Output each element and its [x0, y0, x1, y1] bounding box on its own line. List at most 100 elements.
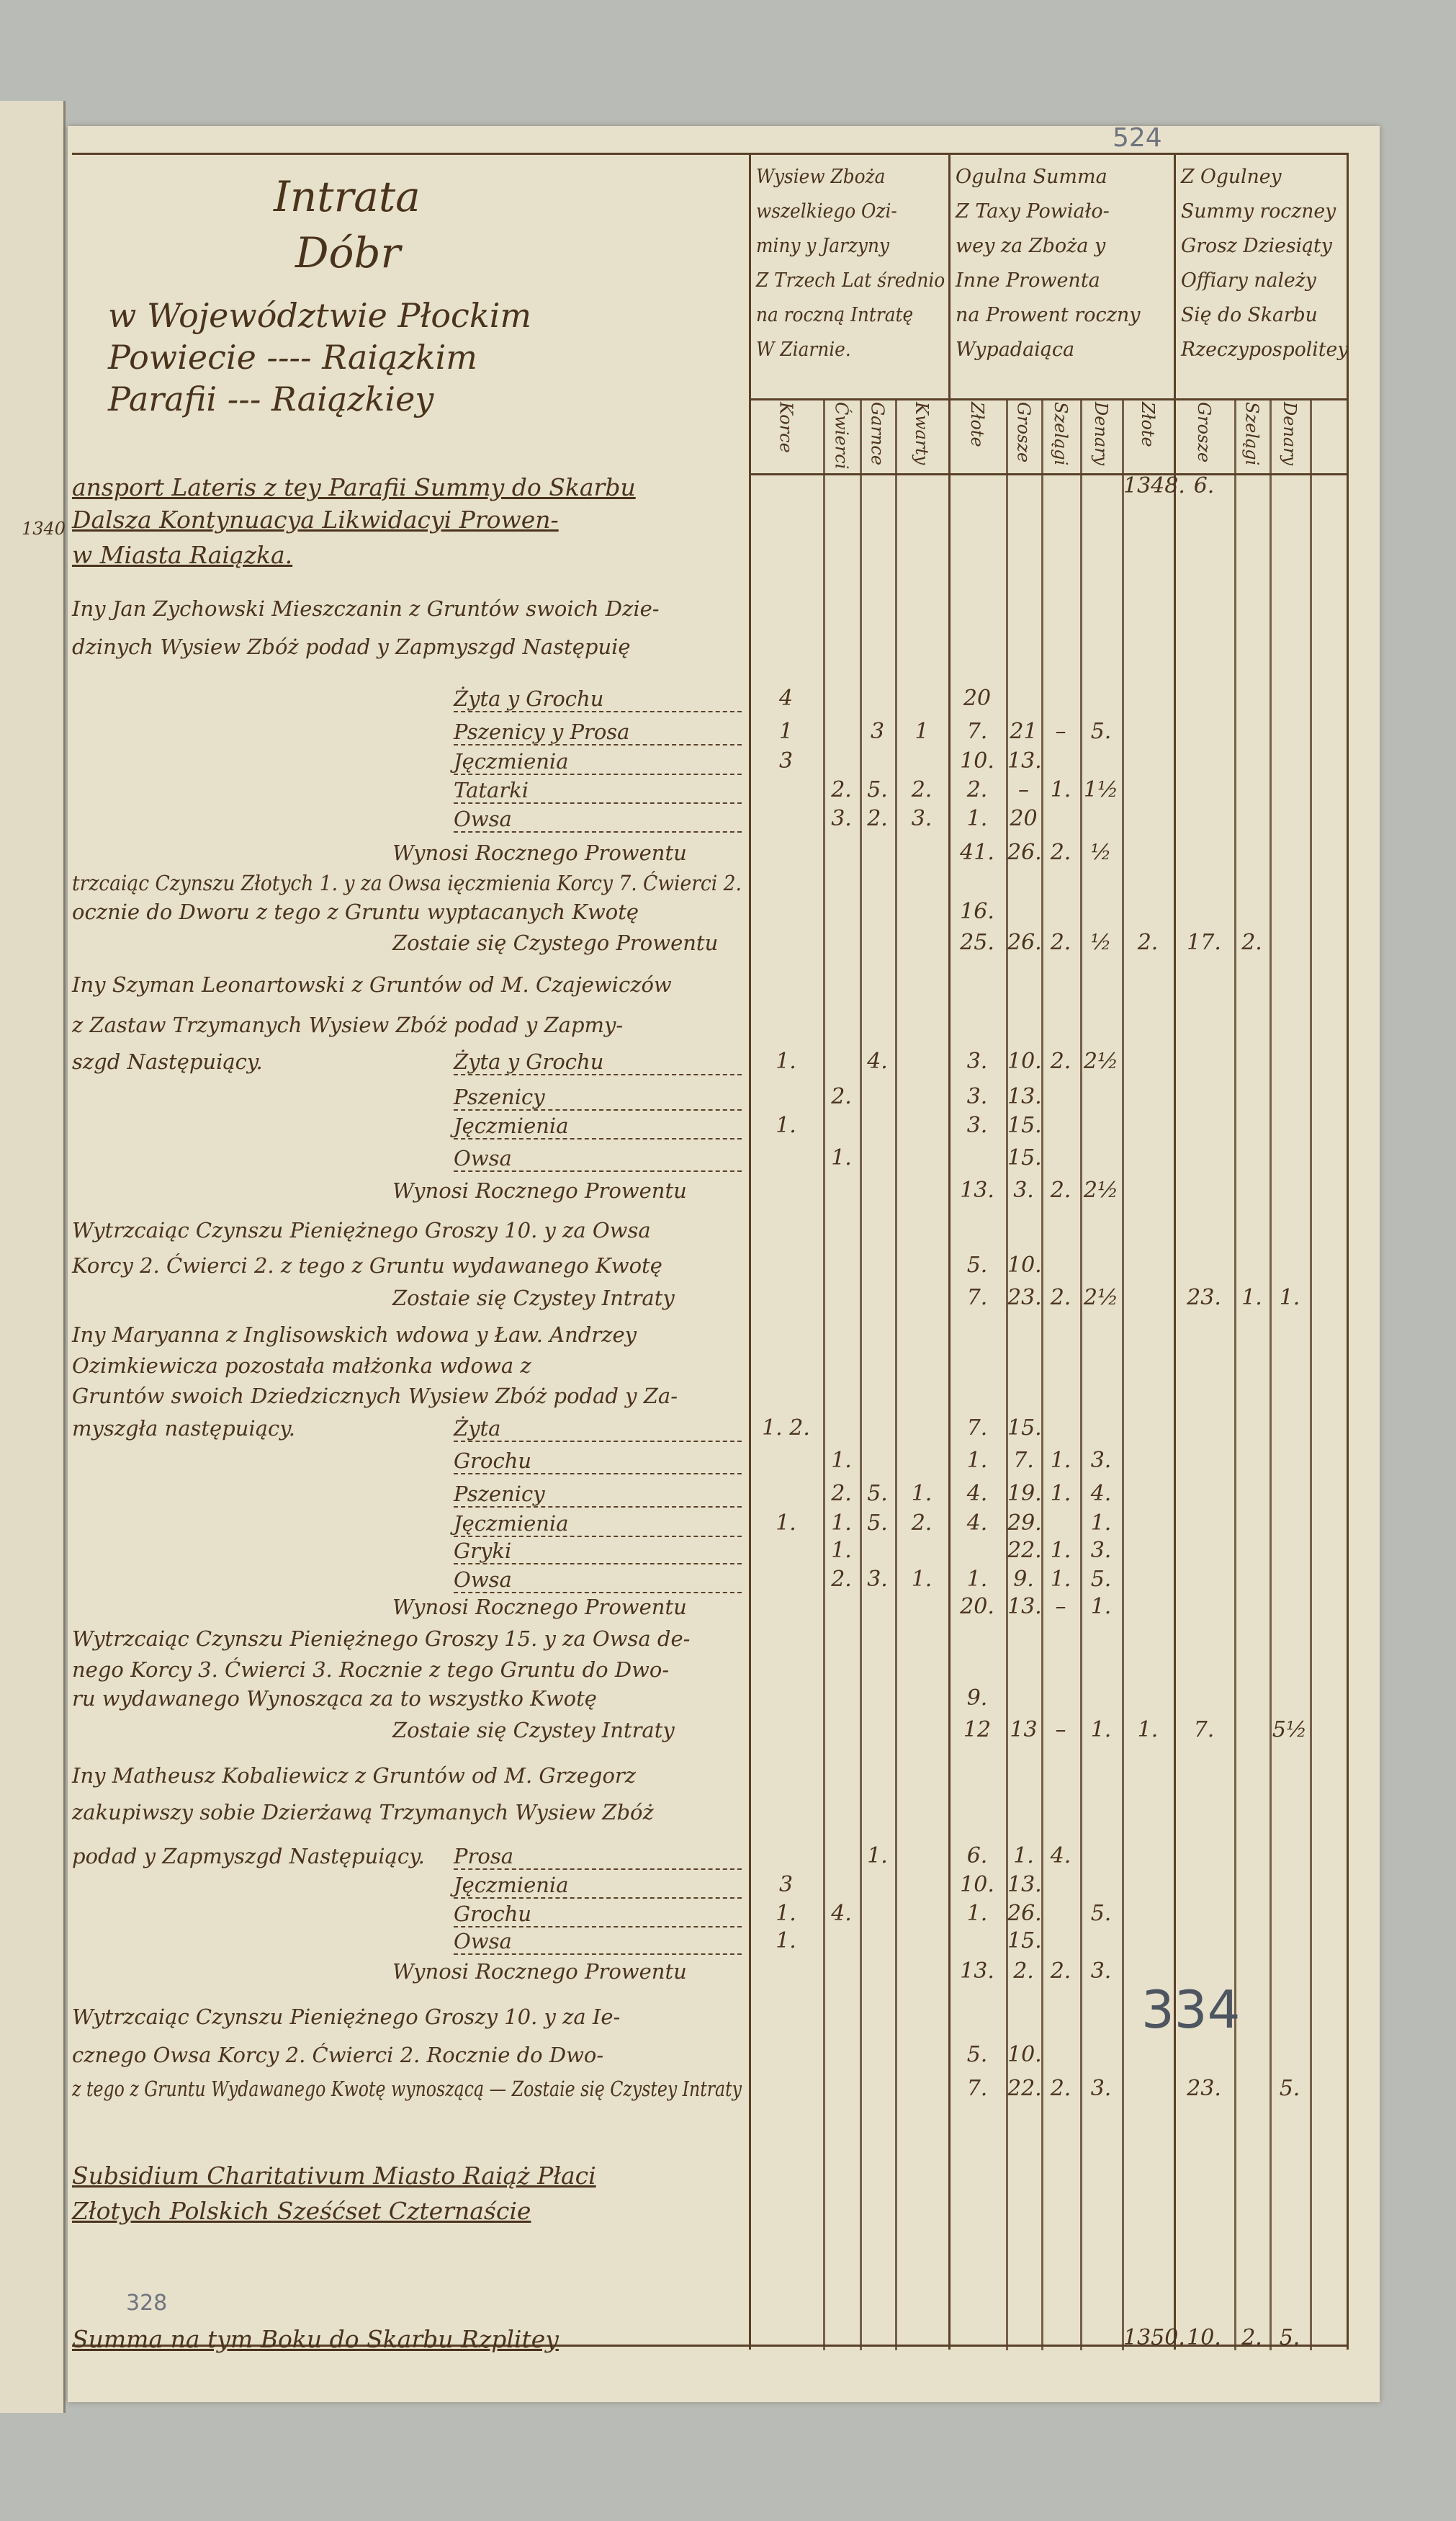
ledger-cell: 4.	[867, 1048, 888, 1074]
total-label: z tego z Gruntu Wydawanego Kwotę wynoszą…	[72, 2077, 742, 2102]
ledger-cell: 2½	[1083, 1285, 1119, 1311]
ledger-cell: 5½	[1272, 1717, 1308, 1743]
grain-label: Owsa	[454, 1929, 742, 1955]
ledger-cell: 1.	[1137, 1717, 1159, 1743]
entry-text: zakupiwszy sobie Dzierżawą Trzymanych Wy…	[72, 1800, 654, 1825]
entry-text: Iny Szyman Leonartowski z Gruntów od M. …	[72, 972, 672, 997]
entry-text: Wytrzcaiąc Czynszu Pieniężnego Groszy 10…	[72, 1218, 651, 1243]
ledger-cell: 1.	[1050, 1537, 1071, 1563]
total-label: Zostaie się Czystey Intraty	[392, 1286, 675, 1311]
ledger-cell: 4.	[966, 1481, 988, 1507]
ledger-cell: 7.	[1193, 1717, 1215, 1743]
ledger-cell: –	[1055, 1593, 1066, 1619]
ledger-cell: 3.	[1090, 1447, 1112, 1473]
ledger-cell: 4.	[831, 1900, 852, 1926]
group-divider	[1174, 153, 1176, 2350]
ledger-cell: 4.	[1090, 1481, 1112, 1507]
sub-column-header: Grosze	[1194, 402, 1214, 463]
column-divider	[1234, 398, 1236, 2350]
ledger-cell: 1.	[911, 1481, 933, 1507]
grain-label: Jęczmienia	[454, 1511, 742, 1537]
left-page-figure: 1340	[22, 519, 66, 539]
ledger-cell: 1.	[1090, 1717, 1112, 1743]
ledger-cell: 10.	[960, 1871, 994, 1897]
ledger-cell: –	[1055, 719, 1066, 745]
ledger-cell: 2.	[1050, 1048, 1071, 1074]
sub-column-header: Szelągi	[1241, 402, 1262, 466]
ledger-cell: 1.	[911, 1566, 933, 1592]
ledger-cell: 2½	[1083, 1048, 1119, 1074]
grain-label: Grochu	[454, 1902, 742, 1927]
ledger-cell: –	[1018, 776, 1029, 802]
grain-label: Owsa	[454, 807, 742, 833]
ledger-cell: 2.	[1050, 1177, 1071, 1203]
grain-label: Pszenicy y Prosa	[454, 720, 742, 746]
ledger-cell: 26.	[1007, 1900, 1042, 1926]
ledger-cell: 7.	[966, 719, 988, 745]
ledger-cell: 1.	[831, 1447, 852, 1473]
entry-text: Summa na tym Boku do Skarbu Rzplitey	[72, 2325, 559, 2354]
ledger-cell: 1.	[776, 1048, 796, 1074]
top-rule	[72, 153, 1347, 155]
ledger-cell: 1.	[966, 1900, 988, 1926]
ledger-cell: 4.	[966, 1510, 988, 1536]
column-divider	[860, 398, 862, 2350]
ledger-cell: 23.	[1007, 1285, 1042, 1311]
sub-column-header: Korce	[776, 402, 796, 453]
ledger-cell: 15.	[1007, 1415, 1042, 1441]
ledger-cell: 2.	[1241, 929, 1262, 955]
ledger-cell: 2.	[911, 776, 933, 802]
ledger-cell: 2.	[966, 776, 988, 802]
ledger-cell: ½	[1090, 839, 1112, 865]
sub-column-header: Kwarty	[912, 402, 932, 465]
ledger-cell: 20	[963, 685, 992, 711]
grain-label: Prosa	[454, 1844, 742, 1870]
ledger-cell: 5.	[1279, 2076, 1300, 2102]
ledger-cell: 1.	[1050, 776, 1071, 802]
sub-column-header: Ćwierci	[831, 402, 852, 470]
ledger-cell: 15.	[1007, 1927, 1042, 1953]
ledger-cell: 5.	[1090, 1566, 1112, 1592]
ledger-cell: 1.	[966, 805, 988, 831]
ledger-cell: 1	[778, 719, 794, 745]
ledger-cell: 6.	[1193, 473, 1215, 498]
column-divider	[823, 398, 825, 2350]
entry-text: ocznie do Dworu z tego z Gruntu wyptacan…	[72, 900, 639, 925]
entry-text: cznego Owsa Korcy 2. Ćwierci 2. Rocznie …	[72, 2043, 604, 2068]
ledger-cell: 7.	[966, 1415, 988, 1441]
ledger-cell: 1350.	[1123, 2325, 1185, 2351]
column-divider	[1269, 398, 1272, 2350]
grain-label: Pszenicy	[454, 1482, 742, 1508]
ledger-cell: 22.	[1007, 1537, 1042, 1563]
ledger-cell: 16.	[960, 899, 994, 925]
column-group-total-sum: Ogulna Summa Z Taxy Powiało- wey za Zboż…	[956, 166, 1141, 361]
ledger-cell: 7.	[1013, 1447, 1034, 1473]
group-divider	[749, 153, 751, 2350]
ledger-cell: 5.	[966, 2042, 988, 2068]
column-divider	[1310, 398, 1312, 2350]
ledger-cell: 3.	[1090, 1537, 1112, 1563]
ledger-cell: 3.	[966, 1084, 988, 1110]
ledger-cell: 2.	[831, 1481, 852, 1507]
ledger-cell: 9.	[1013, 1566, 1034, 1592]
ledger-cell: 2.	[867, 805, 888, 831]
grain-label: Jęczmienia	[454, 749, 742, 775]
left-page-fragment: 1340	[0, 101, 66, 2413]
sub-column-header: Garnce	[867, 402, 888, 466]
entry-text: Złotych Polskich Sześćset Czternaście	[72, 2196, 531, 2225]
ledger-cell: 13.	[960, 1177, 994, 1203]
title-line-5: Parafii --- Raiązkiey	[108, 380, 434, 418]
grain-label: Owsa	[454, 1567, 742, 1593]
total-label: Wynosi Rocznego Prowentu	[392, 840, 687, 865]
entry-text: z Zastaw Trzymanych Wysiew Zbóż podad y …	[72, 1012, 624, 1037]
ledger-cell: 1.	[1241, 1285, 1262, 1311]
ledger-cell: 2.	[1137, 929, 1159, 955]
ledger-cell: 1.	[1279, 1285, 1300, 1311]
group-divider	[1347, 153, 1349, 2350]
group-divider	[948, 153, 951, 2350]
ledger-cell: 23.	[1187, 1285, 1221, 1311]
ledger-cell: 1.	[1090, 1593, 1112, 1619]
total-label: Zostaie się Czystey Intraty	[392, 1718, 675, 1743]
ledger-cell: 4.	[1050, 1842, 1071, 1868]
ledger-cell: 10.	[1187, 2325, 1221, 2351]
